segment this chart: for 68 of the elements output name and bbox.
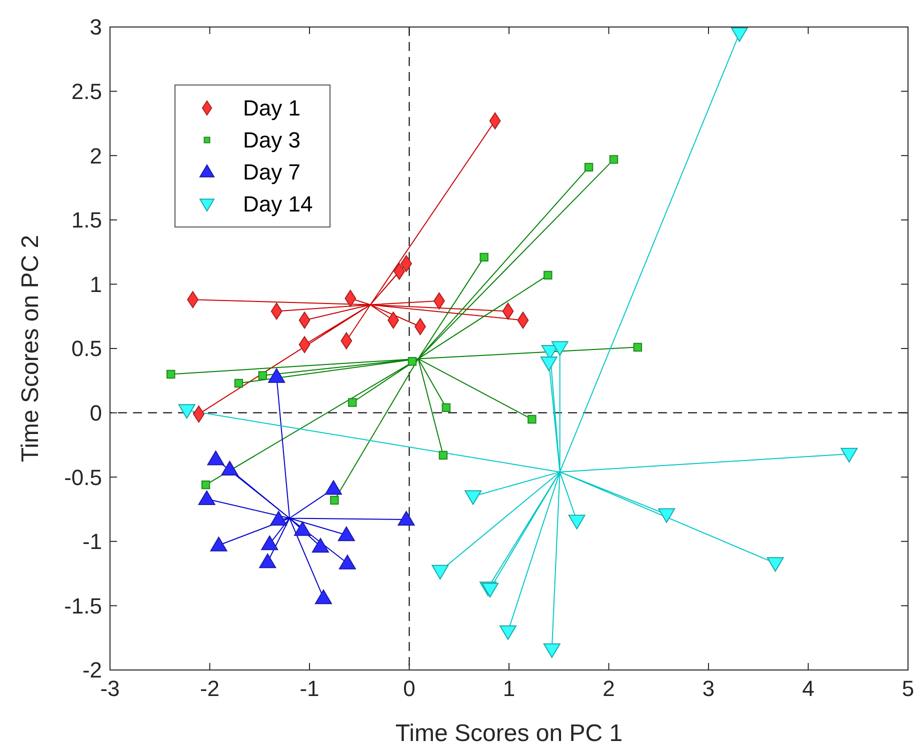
legend-label: Day 7 [243,160,300,185]
point [584,162,594,172]
y-tick-label: 0 [90,400,102,426]
point [464,490,482,505]
point [544,270,552,280]
x-tick-label: -1 [300,676,320,701]
x-tick-label: 2 [602,676,615,701]
point [314,589,332,604]
y-tick-label: 3 [90,14,102,40]
point [259,553,276,568]
x-tick-label: 1 [502,676,516,701]
y-tick-label: -1 [82,529,102,554]
point [398,511,415,526]
point [221,460,238,476]
point [609,155,618,164]
point [528,414,536,424]
point [633,342,642,352]
y-tick-label: 1.5 [71,208,102,233]
point [408,357,417,366]
y-axis-title: Time Scores on PC 2 [17,234,44,462]
point [568,514,586,530]
legend-label: Day 14 [243,192,313,217]
point [258,371,267,380]
point [348,398,357,407]
point [178,404,196,419]
y-tick-label: -2 [82,658,102,683]
x-tick-label: -2 [200,676,220,701]
point [540,356,558,372]
y-tick-label: -1.5 [64,593,102,618]
point [261,535,278,550]
point [438,450,448,460]
point [294,521,312,536]
point [330,496,339,505]
point [201,480,210,490]
legend-label: Day 1 [243,96,300,121]
y-tick-label: -0.5 [64,464,102,490]
point [166,370,176,379]
point [268,368,286,383]
x-tick-label: -3 [100,676,120,701]
point [442,403,451,412]
point [480,252,488,262]
point [338,526,355,542]
legend-label: Day 3 [243,128,300,153]
point [551,341,568,356]
point [500,625,517,640]
point [766,557,784,572]
point [210,536,228,552]
point [207,450,224,466]
point [432,564,449,580]
point [270,511,288,526]
y-tick-label: 2.5 [71,79,102,104]
point [312,538,329,553]
point [234,378,244,388]
x-tick-label: 3 [702,676,715,701]
point [198,490,216,506]
y-tick-label: 1 [90,272,102,297]
x-tick-label: 0 [403,676,416,701]
point [840,448,858,462]
point [543,643,560,658]
x-tick-label: 4 [802,676,814,701]
point [730,27,748,42]
point [324,480,342,495]
point [338,554,356,570]
y-tick-label: 0.5 [71,336,102,362]
x-axis-title: Time Scores on PC 1 [395,720,623,747]
y-tick-label: 2 [90,143,102,168]
point [658,508,676,523]
x-tick-label: 5 [902,676,914,701]
